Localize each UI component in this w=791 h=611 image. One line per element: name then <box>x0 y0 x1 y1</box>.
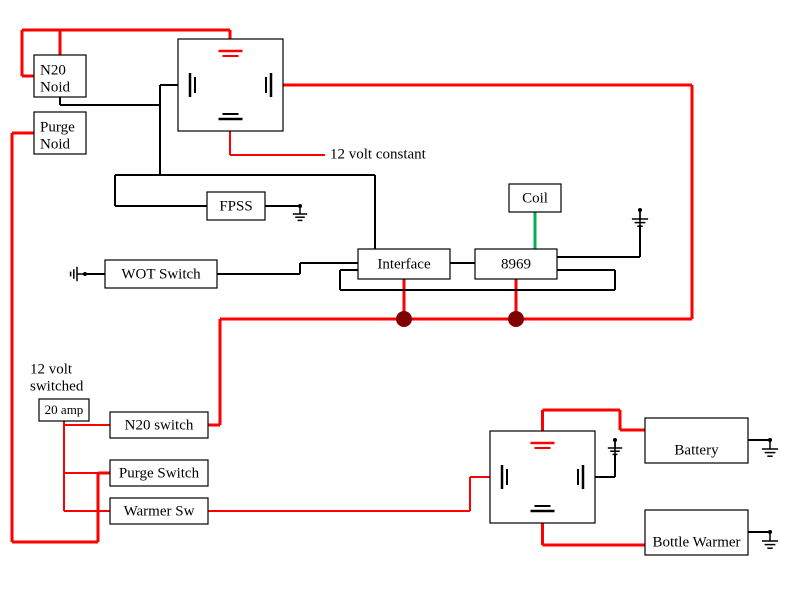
n20-noid-label: Noid <box>40 79 71 95</box>
ic8969-label: 8969 <box>501 256 531 272</box>
label-12v-switched: 12 volt <box>30 361 73 377</box>
battery-label: Battery <box>674 442 719 458</box>
coil-label: Coil <box>522 190 548 206</box>
warmer-sw-label: Warmer Sw <box>124 503 195 519</box>
n20-switch-label: N20 switch <box>125 417 194 433</box>
purge-switch-label: Purge Switch <box>119 465 200 481</box>
wot-switch-label: WOT Switch <box>121 266 201 282</box>
junction-dot <box>396 311 412 327</box>
label-12v-constant: 12 volt constant <box>330 146 427 162</box>
label-12v-switched: switched <box>30 378 84 394</box>
fpss-label: FPSS <box>219 198 252 214</box>
purge-noid-label: Purge <box>40 119 75 135</box>
ground-icon <box>298 204 302 208</box>
junction-dot <box>508 311 524 327</box>
ground-icon <box>83 272 87 276</box>
n20-noid-label: N20 <box>40 62 66 78</box>
bottle-warmer-label: Bottle Warmer <box>652 534 740 550</box>
relay-top-box <box>178 39 283 131</box>
ground-icon <box>768 530 772 534</box>
relay-bot-box <box>490 431 595 523</box>
amp20-label: 20 amp <box>45 402 84 417</box>
ground-icon <box>768 438 772 442</box>
purge-noid-label: Noid <box>40 136 71 152</box>
interface-label: Interface <box>377 256 431 272</box>
